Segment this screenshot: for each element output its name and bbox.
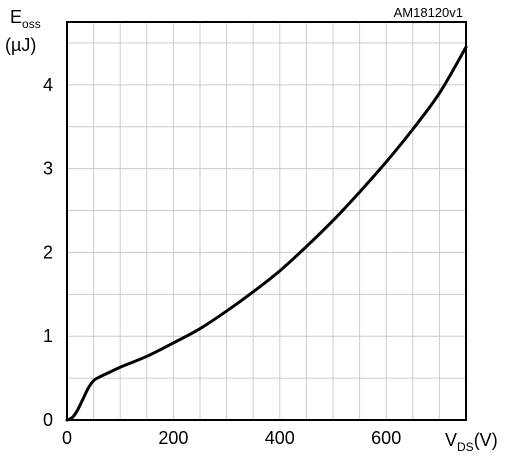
x-axis-label-unit: (V): [474, 430, 498, 450]
x-tick-label: 200: [158, 428, 188, 448]
figure-id: AM18120v1: [394, 5, 463, 20]
y-axis-label-main: E: [10, 7, 22, 27]
x-axis-label-main: V: [445, 430, 457, 450]
y-tick-label: 2: [43, 242, 53, 262]
x-tick-label: 0: [62, 428, 72, 448]
y-tick-label: 4: [43, 75, 53, 95]
tick-labels: 0 200 400 600 0 1 2 3 4: [43, 75, 401, 448]
x-axis-label: VDS(V): [445, 430, 498, 454]
y-axis-unit: (µJ): [5, 35, 36, 55]
x-tick-label: 400: [265, 428, 295, 448]
x-tick-label: 600: [371, 428, 401, 448]
y-axis-label-sub: oss: [22, 17, 41, 31]
series-layer: [65, 45, 468, 422]
y-tick-label: 0: [43, 410, 53, 430]
plot-area-frame: [66, 21, 467, 421]
eoss-curve: [65, 45, 468, 422]
y-axis-label: Eoss: [10, 7, 41, 31]
grid-lines: [67, 22, 466, 420]
y-tick-label: 1: [43, 326, 53, 346]
x-axis-label-sub: DS: [457, 440, 474, 454]
y-tick-label: 3: [43, 159, 53, 179]
